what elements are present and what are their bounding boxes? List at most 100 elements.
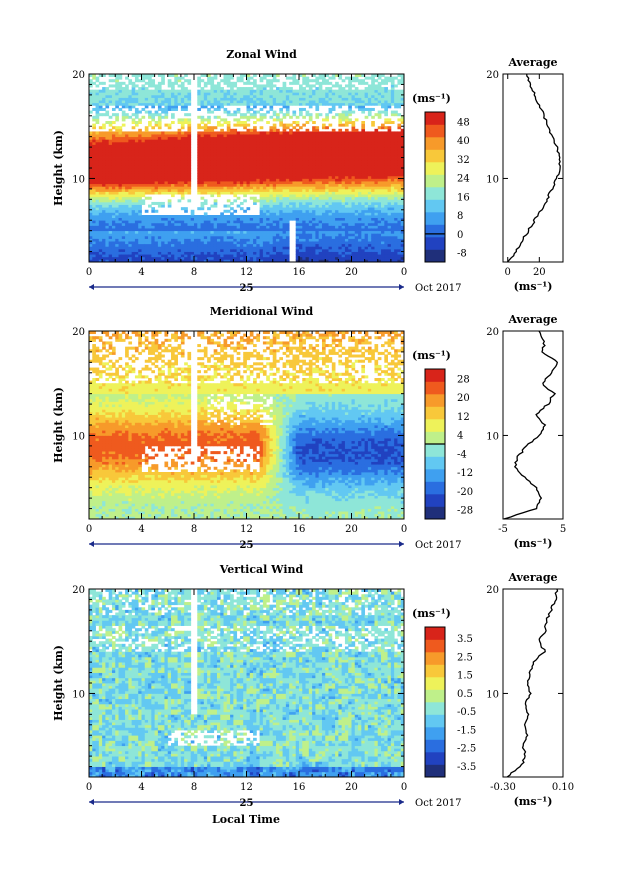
heatmap-cell bbox=[246, 165, 251, 169]
heatmap-cell bbox=[102, 199, 106, 203]
heatmap-cell bbox=[144, 97, 149, 101]
heatmap-cell bbox=[259, 147, 264, 151]
heatmap-cell bbox=[308, 222, 313, 226]
heatmap-cell bbox=[98, 162, 103, 166]
heatmap-cell bbox=[125, 222, 129, 226]
heatmap-cell bbox=[262, 194, 267, 198]
heatmap-cell bbox=[203, 160, 208, 164]
heatmap-cell bbox=[108, 256, 113, 260]
heatmap-cell bbox=[141, 115, 146, 119]
heatmap-cell bbox=[161, 141, 165, 145]
heatmap-cell bbox=[200, 92, 205, 96]
heatmap-cell bbox=[348, 94, 352, 98]
heatmap-cell bbox=[276, 254, 280, 258]
heatmap-cell bbox=[299, 100, 303, 104]
heatmap-cell bbox=[321, 170, 326, 174]
heatmap-cell bbox=[213, 168, 218, 172]
heatmap-cell bbox=[157, 178, 162, 182]
heatmap-cell bbox=[105, 225, 110, 229]
heatmap-cell bbox=[266, 170, 270, 174]
heatmap-cell bbox=[161, 110, 165, 114]
heatmap-cell bbox=[216, 92, 221, 96]
heatmap-cell bbox=[299, 207, 303, 211]
heatmap-cell bbox=[321, 173, 326, 177]
heatmap-cell bbox=[128, 162, 133, 166]
heatmap-cell bbox=[358, 178, 362, 182]
heatmap-cell bbox=[203, 131, 208, 135]
heatmap-cell bbox=[249, 149, 254, 153]
heatmap-cell bbox=[266, 165, 270, 169]
heatmap-cell bbox=[144, 94, 149, 98]
heatmap-cell bbox=[171, 139, 175, 143]
heatmap-cell bbox=[249, 170, 254, 174]
heatmap-cell bbox=[312, 94, 316, 98]
heatmap-cell bbox=[151, 173, 156, 177]
heatmap-cell bbox=[98, 212, 103, 216]
heatmap-cell bbox=[161, 168, 165, 172]
heatmap-cell bbox=[246, 144, 251, 148]
heatmap-cell bbox=[138, 188, 142, 192]
heatmap-cell bbox=[98, 105, 103, 109]
heatmap-cell bbox=[259, 191, 264, 195]
heatmap-cell bbox=[95, 149, 100, 153]
heatmap-cell bbox=[338, 165, 343, 169]
heatmap-cell bbox=[138, 183, 142, 187]
heatmap-cell bbox=[92, 183, 96, 187]
heatmap-cell bbox=[289, 128, 293, 132]
heatmap-cell bbox=[187, 215, 192, 219]
heatmap-cell bbox=[174, 131, 178, 135]
heatmap-cell bbox=[302, 181, 306, 185]
heatmap-cell bbox=[105, 199, 110, 203]
heatmap-cell bbox=[167, 84, 172, 88]
heatmap-cell bbox=[171, 194, 175, 198]
heatmap-cell bbox=[243, 102, 247, 106]
heatmap-cell bbox=[272, 212, 277, 216]
heatmap-cell bbox=[233, 136, 238, 140]
heatmap-cell bbox=[177, 152, 182, 156]
heatmap-cell bbox=[289, 102, 293, 106]
heatmap-cell bbox=[233, 131, 238, 135]
heatmap-cell bbox=[89, 154, 93, 158]
heatmap-cell bbox=[118, 220, 123, 224]
heatmap-cell bbox=[331, 94, 336, 98]
heatmap-cell bbox=[98, 113, 103, 117]
heatmap-cell bbox=[213, 256, 218, 260]
heatmap-cell bbox=[321, 254, 326, 258]
heatmap-cell bbox=[161, 107, 165, 111]
heatmap-cell bbox=[207, 149, 211, 153]
heatmap-cell bbox=[289, 141, 293, 145]
heatmap-cell bbox=[351, 196, 356, 200]
heatmap-cell bbox=[253, 100, 257, 104]
heatmap-cell bbox=[325, 191, 329, 195]
heatmap-cell bbox=[144, 152, 149, 156]
heatmap-cell bbox=[331, 92, 336, 96]
heatmap-cell bbox=[361, 225, 366, 229]
heatmap-cell bbox=[115, 233, 119, 237]
heatmap-cell bbox=[259, 84, 264, 88]
heatmap-cell bbox=[125, 215, 129, 219]
heatmap-cell bbox=[246, 105, 251, 109]
heatmap-cell bbox=[272, 118, 277, 122]
heatmap-cell bbox=[279, 196, 283, 200]
heatmap-cell bbox=[200, 246, 205, 250]
heatmap-cell bbox=[282, 175, 287, 179]
heatmap-cell bbox=[285, 248, 290, 252]
heatmap-cell bbox=[272, 228, 277, 232]
heatmap-cell bbox=[102, 113, 106, 117]
heatmap-cell bbox=[249, 238, 254, 242]
heatmap-cell bbox=[315, 259, 320, 263]
heatmap-cell bbox=[151, 170, 156, 174]
heatmap-cell bbox=[358, 251, 362, 255]
heatmap-cell bbox=[338, 128, 343, 132]
heatmap-cell bbox=[226, 157, 231, 161]
heatmap-cell bbox=[125, 212, 129, 216]
heatmap-cell bbox=[246, 251, 251, 255]
heatmap-cell bbox=[138, 235, 142, 239]
heatmap-cell bbox=[194, 220, 198, 224]
heatmap-cell bbox=[269, 97, 274, 101]
heatmap-cell bbox=[118, 230, 123, 234]
heatmap-cell bbox=[174, 181, 178, 185]
heatmap-cell bbox=[348, 107, 352, 111]
heatmap-cell bbox=[154, 97, 159, 101]
heatmap-cell bbox=[102, 238, 106, 242]
